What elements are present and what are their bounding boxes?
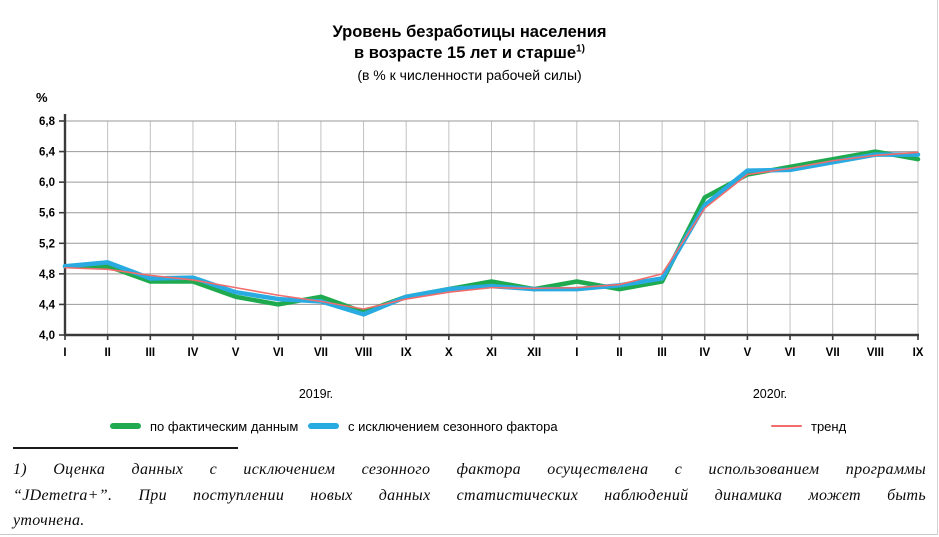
x-tick-label: VIII bbox=[355, 347, 372, 359]
y-tick-label: 5,2 bbox=[39, 238, 55, 250]
x-tick-label: VII bbox=[314, 347, 328, 359]
y-axis-unit-label: % bbox=[36, 90, 48, 105]
year-label: 2019г. bbox=[299, 387, 333, 401]
x-tick-label: II bbox=[104, 347, 110, 359]
chart-subtitle: (в % к численности рабочей силы) bbox=[357, 67, 582, 83]
series-line-2 bbox=[64, 151, 919, 310]
legend-label-seasonally-adjusted: с исключением сезонного фактора bbox=[348, 418, 558, 434]
legend-swatch-seasonally-adjusted bbox=[308, 423, 339, 429]
y-tick-label: 4,8 bbox=[39, 269, 56, 281]
x-tick-label: V bbox=[232, 347, 240, 359]
year-label: 2020г. bbox=[753, 387, 787, 401]
footnote-reference: 1) bbox=[576, 43, 585, 55]
x-tick-label: II bbox=[616, 347, 622, 359]
unemployment-line-chart: 4,04,44,85,25,66,06,46,8I II III IV V VI VII VI… bbox=[39, 114, 924, 401]
footnote-line1: 1) Оценка данных с исключением сезонного… bbox=[13, 461, 926, 478]
x-tick-label: I bbox=[63, 347, 66, 359]
footnote-separator-line bbox=[13, 447, 238, 449]
chart-title-line1: Уровень безработицы населения bbox=[332, 23, 607, 41]
chart-footnote: 1) Оценка данных с исключением сезонного… bbox=[13, 447, 926, 534]
x-tick-label: X bbox=[445, 347, 453, 359]
chart-legend: по фактическим данным с исключением сезо… bbox=[0, 413, 937, 439]
chart-title-block: Уровень безработицы населения в возрасте… bbox=[0, 22, 937, 86]
legend-label-actual-data: по фактическим данным bbox=[150, 418, 299, 434]
chart-title-line2: в возрасте 15 лет и старше1) bbox=[0, 43, 937, 64]
y-tick-label: 4,4 bbox=[39, 299, 56, 311]
footnote-line3: уточнена. bbox=[13, 512, 85, 529]
legend-label-trend: тренд bbox=[811, 418, 847, 434]
x-tick-label: IX bbox=[913, 347, 924, 359]
legend-swatch-actual-data bbox=[110, 423, 141, 429]
legend-item-actual-data: по фактическим данным bbox=[110, 413, 298, 439]
y-tick-label: 5,6 bbox=[39, 208, 55, 220]
x-tick-label: VIII bbox=[867, 347, 884, 359]
x-tick-label: VII bbox=[826, 347, 840, 359]
footnote-text: 1) Оценка данных с исключением сезонного… bbox=[13, 457, 926, 534]
x-tick-label: IX bbox=[401, 347, 412, 359]
x-tick-label: I bbox=[575, 347, 578, 359]
chart-title-line2-text: в возрасте 15 лет и старше bbox=[354, 44, 577, 62]
legend-item-seasonally-adjusted: с исключением сезонного фактора bbox=[308, 413, 558, 439]
legend-item-trend: тренд bbox=[771, 413, 846, 439]
footnote-line2: “JDemetra+”. При поступлении новых данны… bbox=[13, 486, 926, 504]
y-tick-label: 6,4 bbox=[39, 147, 56, 159]
x-tick-label: VI bbox=[785, 347, 796, 359]
x-tick-label: IV bbox=[188, 347, 199, 359]
y-tick-label: 6,0 bbox=[39, 177, 55, 189]
y-tick-label: 4,0 bbox=[39, 330, 55, 342]
x-tick-label: III bbox=[657, 347, 667, 359]
x-tick-label: IV bbox=[699, 347, 710, 359]
x-tick-label: VI bbox=[273, 347, 284, 359]
y-tick-label: 6,8 bbox=[39, 116, 56, 128]
x-tick-label: XII bbox=[527, 347, 541, 359]
x-tick-label: V bbox=[744, 347, 752, 359]
x-tick-label: XI bbox=[486, 347, 497, 359]
x-tick-label: III bbox=[146, 347, 156, 359]
legend-swatch-trend bbox=[771, 425, 802, 427]
